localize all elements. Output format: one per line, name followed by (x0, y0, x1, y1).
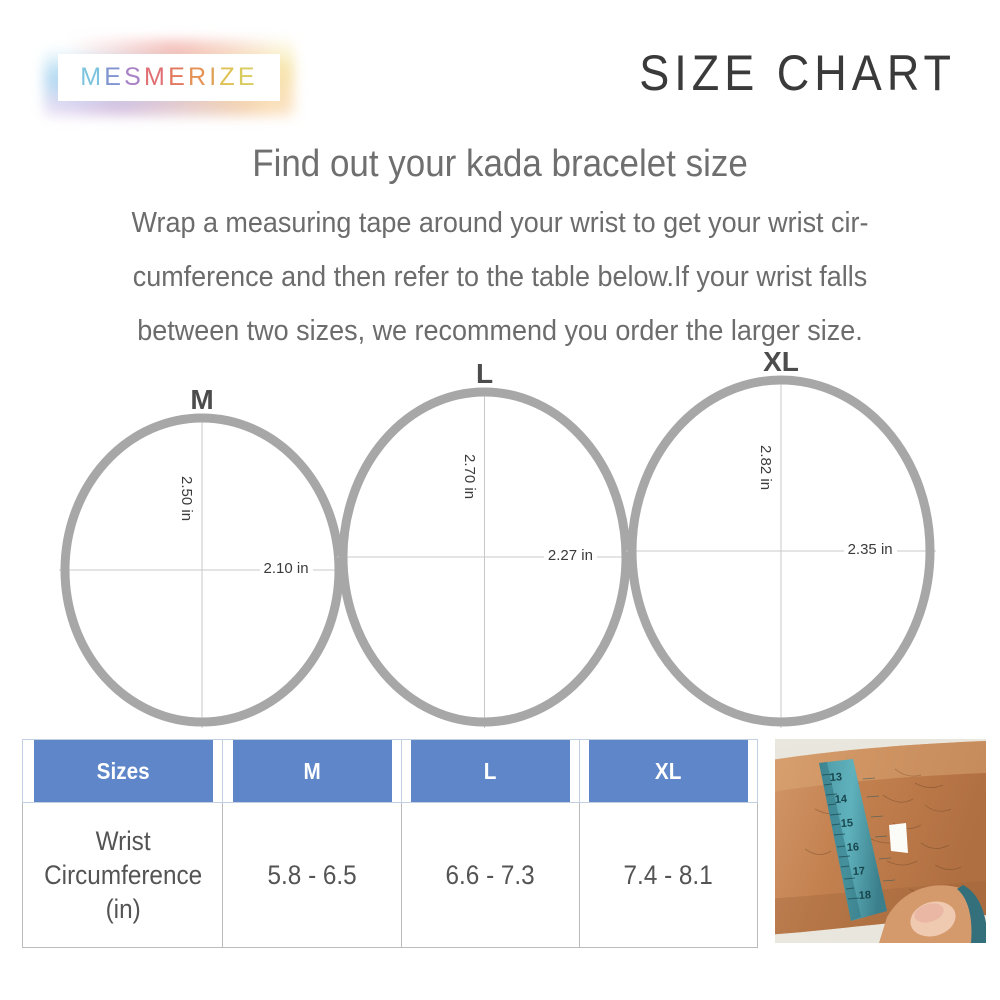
row-label-line-2: Circumference (43, 860, 202, 890)
intro-line-2: cumference and then refer to the table b… (132, 261, 868, 293)
intro-line-3: between two sizes, we recommend you orde… (137, 315, 863, 347)
diagram-width-label-l: 2.27 in (543, 546, 597, 565)
row-label-line-3: (in) (105, 894, 141, 924)
table-header-sizes: Sizes (32, 739, 214, 803)
svg-text:18: 18 (858, 889, 871, 902)
diagram-height-label-m: 2.50 in (177, 472, 196, 524)
logo-letter: S (124, 63, 145, 91)
diagram-height-label-l: 2.70 in (459, 451, 479, 503)
cell-l-range: 6.6 - 7.3 (409, 802, 571, 948)
size-table: Sizes M L XL Wrist Circumference (in) 5.… (22, 739, 758, 948)
logo-box: MESMERIZE (58, 54, 280, 101)
cell-xl-range: 7.4 - 8.1 (587, 802, 750, 948)
logo-wordmark: MESMERIZE (80, 63, 257, 92)
wrist-measuring-photo: 13 14 15 16 17 18 (775, 739, 986, 943)
diagram-size-label-xl: XL (763, 346, 799, 377)
svg-text:13: 13 (829, 771, 842, 784)
table-header-xl: XL (587, 739, 750, 803)
logo-letter: M (144, 63, 169, 91)
intro-body: Wrap a measuring tape around your wrist … (82, 196, 919, 358)
table-header-row: Sizes M L XL (23, 739, 758, 803)
logo-letter: I (209, 63, 220, 91)
table-header-l: L (409, 739, 571, 803)
table-row: Wrist Circumference (in) 5.8 - 6.5 6.6 -… (23, 802, 758, 948)
brand-logo: MESMERIZE (44, 40, 294, 116)
logo-letter: M (80, 63, 105, 91)
cell-m-range: 5.8 - 6.5 (231, 802, 393, 948)
svg-text:14: 14 (834, 793, 848, 806)
diagram-size-label-m: M (190, 384, 214, 415)
table-header-m: M (231, 739, 393, 803)
row-label-line-1: Wrist (95, 826, 151, 856)
intro-heading: Find out your kada bracelet size (252, 143, 748, 185)
logo-letter: E (237, 63, 258, 91)
diagram-height-label-xl: 2.82 in (756, 441, 775, 493)
intro-line-1: Wrap a measuring tape around your wrist … (131, 207, 869, 239)
row-label-wrist-circumference: Wrist Circumference (in) (32, 802, 214, 948)
diagram-size-label-l: L (475, 358, 494, 389)
logo-letter: E (168, 63, 188, 91)
diagram-width-label-m: 2.10 in (259, 559, 313, 578)
bracelet-diagrams: M 2.10 in 2.50 in L 2.27 in 2.70 in XL 2.35 in 2… (0, 340, 1000, 740)
logo-letter: R (187, 63, 210, 91)
diagram-width-label-xl: 2.35 in (843, 540, 897, 559)
svg-text:17: 17 (852, 865, 865, 878)
page-title: SIZE CHART (639, 44, 956, 102)
logo-letter: Z (219, 63, 238, 91)
svg-text:16: 16 (846, 841, 859, 854)
wrist-photo-illustration: 13 14 15 16 17 18 (775, 739, 986, 943)
svg-text:15: 15 (840, 817, 853, 830)
logo-letter: E (104, 63, 125, 91)
